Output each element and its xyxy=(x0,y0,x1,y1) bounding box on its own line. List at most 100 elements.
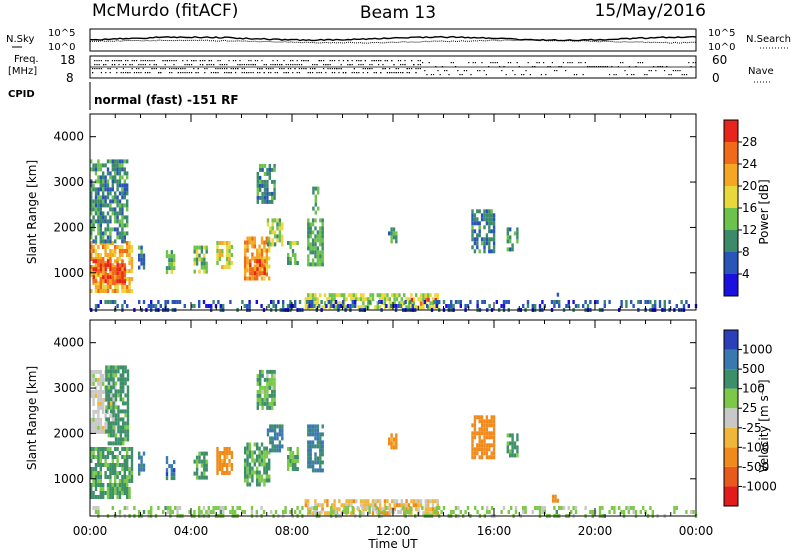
power-cell xyxy=(608,300,611,304)
power-cell xyxy=(203,257,206,262)
power-cell xyxy=(118,235,122,240)
velocity-cell xyxy=(169,506,172,510)
power-cell xyxy=(558,304,561,308)
velocity-cell xyxy=(205,463,208,468)
nsearch-label: N.Search xyxy=(746,34,791,45)
velocity-cell xyxy=(168,464,171,469)
freq-dot xyxy=(540,74,542,76)
freq-tick-bottom: 8 xyxy=(66,71,74,85)
velocity-cell xyxy=(214,506,218,510)
velocity-cell xyxy=(130,455,134,459)
power-cell xyxy=(200,245,204,250)
velocity-cell xyxy=(471,455,474,460)
power-cell xyxy=(255,300,258,304)
velocity-cell xyxy=(321,440,324,445)
freq-dot xyxy=(254,60,256,62)
velocity-cell xyxy=(109,479,112,483)
velocity-cell xyxy=(287,447,290,451)
power-cell xyxy=(314,194,317,199)
velocity-cell xyxy=(219,510,222,514)
velocity-cell xyxy=(170,476,173,481)
freq-dot xyxy=(334,60,336,62)
velocity-cell xyxy=(126,455,129,459)
freq-dot xyxy=(257,72,259,74)
velocity-cell xyxy=(316,444,320,449)
power-cell xyxy=(106,187,110,192)
velocity-cell xyxy=(485,447,489,452)
velocity-cell xyxy=(534,506,537,510)
freq-dot xyxy=(683,74,685,76)
power-cell xyxy=(367,301,370,306)
power-cell xyxy=(395,235,398,240)
power-cell xyxy=(509,227,512,232)
velocity-cell xyxy=(90,491,93,495)
power-cell xyxy=(118,171,122,176)
power-cell xyxy=(320,300,323,304)
velocity-cell xyxy=(516,453,519,458)
power-cell xyxy=(259,175,262,180)
power-cell xyxy=(97,289,100,293)
power-cell xyxy=(584,300,587,304)
velocity-cell xyxy=(202,506,206,510)
velocity-cell xyxy=(490,506,494,510)
velocity-cell xyxy=(124,425,127,430)
power-cell xyxy=(244,260,247,265)
velocity-cell xyxy=(276,436,279,441)
velocity-cell xyxy=(246,482,249,487)
velocity-cell xyxy=(304,499,307,504)
power-cell xyxy=(121,249,124,253)
power-cell xyxy=(114,279,117,284)
velocity-cell xyxy=(273,389,276,394)
velocity-colorbar-label: Velocity [m s⁻¹] xyxy=(757,379,771,472)
velocity-cell xyxy=(554,498,557,503)
power-cell xyxy=(111,167,114,172)
velocity-cell xyxy=(673,510,676,514)
velocity-cell xyxy=(111,467,114,471)
power-cell xyxy=(251,236,254,241)
velocity-cell xyxy=(509,441,512,446)
velocity-cell xyxy=(94,393,98,398)
power-cell xyxy=(567,304,570,308)
freq-dot xyxy=(551,62,553,64)
velocity-cell xyxy=(97,510,100,514)
power-cell xyxy=(102,199,105,204)
power-cell xyxy=(380,300,383,304)
velocity-cell xyxy=(271,424,274,429)
velocity-cell xyxy=(608,510,611,514)
velocity-cell xyxy=(316,424,320,429)
power-cell xyxy=(118,203,122,208)
power-cell xyxy=(118,231,122,236)
velocity-cell xyxy=(390,437,393,442)
power-cell xyxy=(680,300,683,304)
velocity-cell xyxy=(326,511,329,516)
velocity-cell xyxy=(97,421,100,426)
velocity-cell xyxy=(123,491,126,495)
velocity-cell xyxy=(248,442,252,447)
freq-dot xyxy=(270,72,272,74)
velocity-cell xyxy=(116,463,119,467)
velocity-cell xyxy=(271,389,274,394)
power-cell xyxy=(291,241,295,245)
power-cell xyxy=(116,163,119,168)
power-cell xyxy=(391,301,394,306)
power-cell xyxy=(230,245,234,249)
velocity-cell xyxy=(454,506,458,510)
power-cell xyxy=(171,300,174,304)
power-cell xyxy=(435,300,438,304)
freq-dot xyxy=(241,68,243,70)
velocity-cell xyxy=(111,471,114,475)
power-cell xyxy=(147,304,150,308)
velocity-cell xyxy=(289,447,292,451)
freq-dot xyxy=(287,64,289,66)
power-cell xyxy=(471,209,474,214)
power-cell xyxy=(310,300,314,304)
power-cell xyxy=(263,248,266,253)
velocity-cell xyxy=(123,479,126,483)
freq-dot xyxy=(395,68,397,70)
velocity-cell xyxy=(307,440,310,445)
velocity-cell xyxy=(258,454,261,459)
power-cell xyxy=(266,199,269,204)
velocity-cell xyxy=(321,424,324,429)
velocity-cell xyxy=(524,510,527,514)
power-cell xyxy=(383,301,387,306)
